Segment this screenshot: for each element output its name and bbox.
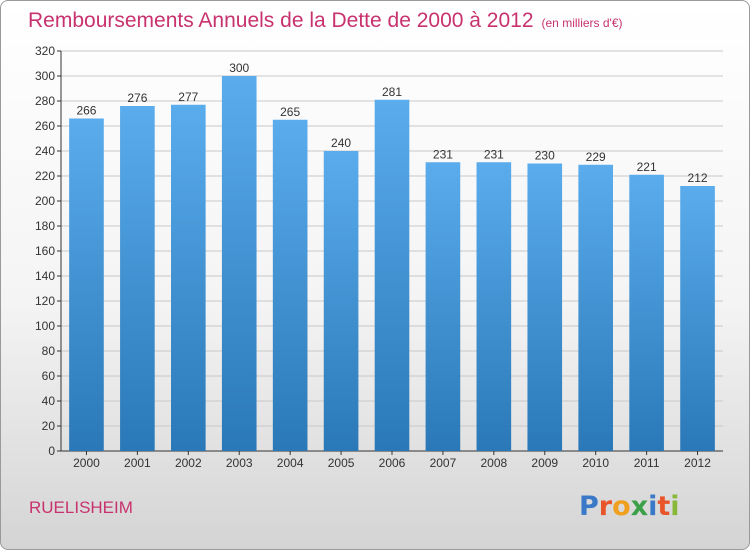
bar-value-label: 266 <box>76 104 96 118</box>
bar <box>69 118 104 451</box>
logo-letter: t <box>657 491 671 522</box>
x-tick-label: 2002 <box>175 456 202 470</box>
bar <box>425 162 461 451</box>
y-tick-label: 220 <box>35 169 55 183</box>
chart-title: Remboursements Annuels de la Dette de 20… <box>28 9 623 33</box>
bar-value-label: 300 <box>229 61 249 75</box>
y-tick-label: 100 <box>35 319 55 333</box>
x-tick-label: 2009 <box>531 456 558 470</box>
bar <box>120 106 155 451</box>
bar-value-label: 231 <box>433 147 453 161</box>
bar-value-label: 240 <box>331 136 351 150</box>
y-tick-label: 40 <box>42 394 56 408</box>
bar <box>221 76 257 451</box>
y-tick-label: 200 <box>35 194 55 208</box>
y-tick-label: 300 <box>35 69 55 83</box>
y-tick-label: 260 <box>35 119 55 133</box>
y-tick-label: 320 <box>35 44 55 58</box>
bar-value-label: 229 <box>586 150 606 164</box>
bar <box>272 119 308 451</box>
bar-value-label: 221 <box>637 160 657 174</box>
bar-value-label: 230 <box>535 149 555 163</box>
bar-value-label: 277 <box>178 90 198 104</box>
x-tick-label: 2007 <box>430 456 457 470</box>
y-tick-label: 140 <box>35 269 55 283</box>
bar <box>527 163 563 451</box>
y-tick-label: 80 <box>42 344 56 358</box>
bar <box>476 162 512 451</box>
x-tick-label: 2004 <box>277 456 304 470</box>
x-tick-label: 2012 <box>684 456 711 470</box>
y-tick-label: 180 <box>35 219 55 233</box>
bar-value-label: 276 <box>127 91 147 105</box>
x-tick-label: 2000 <box>73 456 100 470</box>
x-tick-label: 2008 <box>480 456 507 470</box>
chart-unit: (en milliers d'€) <box>541 16 623 30</box>
proxiti-logo: Proxiti <box>579 491 680 522</box>
logo-letter: r <box>598 491 613 522</box>
logo-letter: i <box>648 491 658 522</box>
bar <box>629 174 664 451</box>
logo-letter: x <box>630 491 649 522</box>
logo-letter: i <box>670 491 680 522</box>
city-name: RUELISHEIM <box>29 498 133 517</box>
logo-letter: o <box>612 491 631 522</box>
bar-value-label: 212 <box>688 171 708 185</box>
y-tick-label: 60 <box>42 369 56 383</box>
logo-letter: P <box>579 491 599 522</box>
y-tick-label: 160 <box>35 244 55 258</box>
x-tick-label: 2001 <box>124 456 151 470</box>
y-tick-label: 240 <box>35 144 55 158</box>
bar-value-label: 231 <box>484 147 504 161</box>
x-tick-label: 2006 <box>379 456 406 470</box>
bar <box>680 186 715 451</box>
bar-value-label: 281 <box>382 85 402 99</box>
x-tick-label: 2005 <box>328 456 355 470</box>
chart-title-text: Remboursements Annuels de la Dette de 20… <box>28 9 534 32</box>
x-tick-label: 2010 <box>582 456 609 470</box>
bar <box>578 164 614 451</box>
y-tick-label: 120 <box>35 294 55 308</box>
bar <box>374 99 410 451</box>
x-tick-label: 2011 <box>634 456 660 470</box>
bar <box>170 104 206 451</box>
y-tick-label: 20 <box>42 419 56 433</box>
bar <box>323 151 359 451</box>
x-tick-label: 2003 <box>226 456 253 470</box>
y-tick-label: 0 <box>48 444 55 458</box>
bar-value-label: 265 <box>280 105 300 119</box>
y-tick-label: 280 <box>35 94 55 108</box>
